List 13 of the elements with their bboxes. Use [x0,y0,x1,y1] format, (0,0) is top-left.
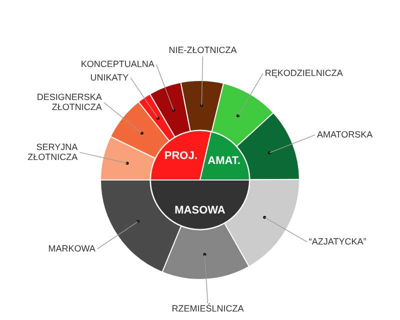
slice-label: RĘKODZIELNICZA [264,68,343,78]
slice-label: “AZJATYCKA” [308,236,366,246]
slice-label: DESIGNERSKA ZŁOTNICZA [36,92,102,112]
slice-label: NIE-ZŁOTNICZA [168,45,237,56]
slice-label: MARKOWA [48,243,96,254]
slice-label: SERYJNA ZŁOTNICZA [28,142,78,162]
slice-label: MASOWA [174,204,226,217]
slice-label: RZEMIEŚLNICZA [172,302,244,314]
slice-label: KONCEPTUALNA [80,58,154,69]
slice-label: AMAT. [208,154,240,167]
slice-label: PROJ. [164,150,198,162]
slice-label: AMATORSKA [316,129,373,140]
slice-label: UNIKATY [90,72,129,82]
